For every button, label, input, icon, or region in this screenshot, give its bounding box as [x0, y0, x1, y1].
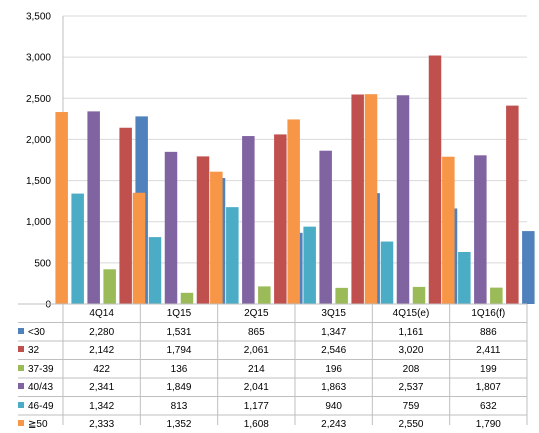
y-tick-label: 1,500 — [26, 176, 51, 187]
bar-2Q15-32 — [274, 134, 287, 304]
bar-4Q14-32 — [119, 127, 132, 304]
bar-3Q15-46-49 — [303, 226, 316, 304]
bar-2Q15-40/43 — [242, 136, 255, 304]
bar-2Q15-46-49 — [226, 207, 239, 304]
bar-2Q15-37-39 — [258, 286, 271, 304]
bar-4Q15(e)-≧50 — [364, 94, 378, 305]
bar-4Q14-37-39 — [103, 269, 116, 304]
bar-4Q14-40/43 — [87, 111, 100, 304]
bar-2Q15-≧50 — [210, 171, 223, 304]
y-axis-tick-labels: 0 500 1,000 1,500 2,000 2,500 3,000 3,500 — [26, 12, 51, 311]
bar-1Q15-46-49 — [148, 237, 162, 304]
data-table-gridlines — [18, 303, 528, 425]
bar-1Q16(f)-<30 — [522, 231, 535, 304]
bar-4Q14-≧50 — [55, 112, 68, 304]
y-tick-label: 2,500 — [26, 94, 51, 105]
y-tick-label: 3,500 — [26, 12, 51, 23]
bar-4Q15(e)-32 — [428, 55, 442, 304]
bar-1Q15-≧50 — [132, 192, 146, 304]
y-tick-label: 3,000 — [26, 53, 51, 64]
bar-1Q16(f)-46-49 — [458, 251, 471, 304]
bar-1Q16(f)-37-39 — [490, 287, 503, 304]
bar-1Q16(f)-≧50 — [442, 156, 455, 304]
bar-4Q14-46-49 — [71, 193, 84, 304]
bar-1Q16(f)-32 — [506, 105, 519, 304]
bar-1Q15-40/43 — [164, 151, 178, 304]
bar-4Q15(e)-46-49 — [380, 241, 394, 304]
bar-3Q15-37-39 — [335, 287, 348, 304]
y-tick-label: 1,000 — [26, 217, 51, 228]
y-tick-label: 2,000 — [26, 135, 51, 146]
bar-3Q15-32 — [351, 94, 364, 304]
bar-4Q15(e)-40/43 — [396, 95, 410, 304]
bar-4Q15(e)-37-39 — [412, 286, 426, 304]
bar-1Q16(f)-40/43 — [474, 155, 487, 304]
bar-1Q15-32 — [196, 156, 210, 304]
bar-3Q15-≧50 — [287, 119, 300, 305]
y-tick-label: 500 — [34, 258, 51, 269]
y-tick-label: 0 — [45, 300, 51, 311]
bar-3Q15-40/43 — [319, 150, 332, 304]
bars — [55, 55, 535, 305]
bar-1Q15-37-39 — [180, 292, 194, 304]
